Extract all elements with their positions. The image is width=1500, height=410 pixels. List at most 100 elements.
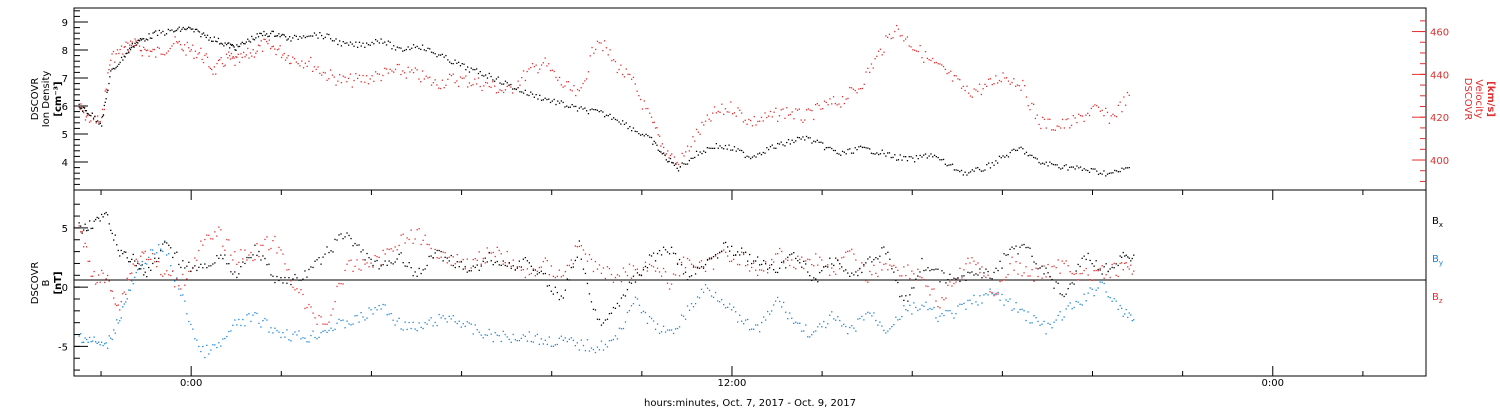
density-point: [85, 110, 87, 112]
density-point: [255, 37, 257, 39]
density-point: [710, 147, 712, 149]
bx-point: [107, 214, 109, 216]
bz-point: [160, 273, 162, 276]
density-point: [533, 96, 535, 98]
bx-point: [899, 295, 901, 298]
bx-point: [480, 265, 482, 267]
density-point: [1058, 167, 1060, 169]
by-point: [815, 330, 817, 332]
velocity-point: [805, 109, 808, 111]
velocity-point: [174, 36, 176, 38]
bz-point: [1001, 280, 1003, 282]
bx-point: [90, 227, 92, 230]
bx-point: [137, 262, 139, 264]
bz-point: [302, 293, 304, 296]
velocity-point: [204, 54, 206, 57]
bx-point: [1045, 267, 1047, 269]
density-point: [477, 72, 480, 75]
bz-point: [248, 254, 250, 256]
density-point: [977, 167, 979, 169]
by-point: [1127, 316, 1129, 319]
density-point: [243, 42, 245, 45]
bx-point: [1035, 263, 1037, 265]
bz-point: [140, 255, 142, 257]
bx-point: [442, 260, 444, 262]
velocity-point: [1128, 94, 1130, 96]
bz-point: [833, 271, 835, 273]
density-point: [627, 127, 629, 130]
by-point: [192, 328, 194, 330]
density-point: [546, 98, 548, 101]
bx-point: [672, 252, 675, 254]
bx-point: [1128, 257, 1130, 259]
bz-point: [504, 262, 506, 264]
by-point: [144, 262, 146, 264]
bx-point: [911, 287, 913, 289]
density-point: [903, 155, 905, 158]
density-point: [241, 41, 243, 43]
by-point: [967, 299, 969, 302]
bx-point: [128, 261, 130, 263]
bx-point: [610, 312, 613, 314]
velocity-point: [903, 40, 905, 42]
density-point: [1070, 166, 1073, 168]
density-point: [564, 106, 566, 108]
by-point: [123, 303, 125, 305]
velocity-point: [149, 50, 151, 52]
bx-point: [318, 257, 320, 259]
density-point: [632, 127, 635, 129]
by-point: [508, 338, 510, 341]
velocity-point: [182, 50, 184, 52]
by-point: [634, 296, 637, 298]
bz-point: [678, 275, 681, 277]
bx-point: [482, 260, 484, 262]
by-point: [1047, 322, 1049, 324]
bx-point: [877, 258, 879, 260]
density-point: [468, 71, 471, 73]
density-point: [138, 40, 141, 42]
bz-point: [498, 249, 500, 252]
bx-point: [372, 264, 374, 267]
by-point: [1101, 281, 1103, 283]
density-point: [358, 41, 361, 43]
by-point: [131, 280, 133, 282]
velocity-point: [769, 110, 772, 113]
bz-point: [696, 267, 699, 269]
by-point: [318, 336, 320, 338]
density-point: [178, 26, 180, 28]
density-point: [800, 138, 802, 140]
by-point: [1059, 311, 1061, 313]
density-point: [506, 82, 508, 84]
bz-point: [592, 270, 595, 273]
density-point: [1060, 168, 1062, 170]
density-point: [1061, 167, 1064, 169]
velocity-point: [897, 28, 900, 30]
velocity-point: [618, 68, 620, 71]
velocity-point: [107, 72, 109, 74]
velocity-point: [1054, 129, 1056, 131]
bx-point: [1127, 256, 1129, 258]
density-point: [297, 38, 299, 40]
bz-point: [506, 250, 508, 253]
density-point: [823, 148, 826, 151]
density-point: [165, 33, 168, 35]
by-point: [608, 340, 611, 342]
bx-point: [632, 275, 635, 277]
density-point: [664, 154, 666, 156]
bz-point: [210, 238, 212, 240]
bx-point: [140, 268, 142, 270]
density-point: [436, 56, 438, 58]
by-point: [632, 303, 635, 305]
velocity-point: [814, 104, 817, 106]
by-point: [546, 343, 548, 346]
velocity-point: [231, 57, 233, 59]
velocity-point: [118, 52, 120, 55]
bz-point: [608, 267, 611, 270]
bx-point: [228, 263, 230, 265]
density-point: [137, 42, 139, 44]
density-point: [998, 155, 1001, 157]
velocity-point: [604, 40, 606, 42]
velocity-point: [942, 65, 945, 68]
bx-point: [1029, 247, 1031, 249]
